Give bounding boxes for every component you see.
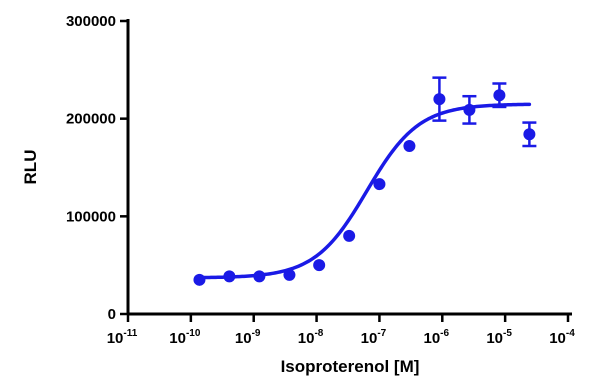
data-point — [223, 270, 236, 283]
axes — [126, 19, 572, 316]
y-tick-label: 100000 — [66, 208, 116, 225]
data-point — [313, 259, 326, 272]
x-tick-label: 10-10 — [169, 328, 201, 347]
x-tick-label: 10-11 — [107, 328, 138, 347]
x-ticks: 10-11 10-10 10-9 10-8 10-7 10-6 10-5 10-4 — [107, 314, 575, 347]
data-point — [343, 229, 356, 242]
y-tick-label: 0 — [108, 306, 116, 323]
data-point — [193, 273, 206, 286]
x-tick-label: 10-6 — [423, 328, 449, 347]
fit-layer — [197, 102, 532, 280]
data-point — [523, 128, 536, 141]
y-ticks: 0 100000 200000 300000 — [66, 13, 128, 323]
data-point — [253, 270, 266, 283]
x-axis-title: Isoproterenol [M] — [281, 357, 420, 376]
x-tick-label: 10-4 — [549, 328, 575, 347]
y-tick-label: 200000 — [66, 111, 116, 128]
y-axis-title: RLU — [21, 150, 40, 185]
points-layer — [193, 76, 537, 286]
data-point — [493, 89, 506, 102]
x-tick-label: 10-9 — [235, 328, 261, 347]
data-point — [283, 268, 296, 281]
x-tick-label: 10-8 — [298, 328, 324, 347]
data-point — [463, 103, 476, 116]
fit-curve — [197, 102, 532, 280]
x-tick-label: 10-7 — [361, 328, 387, 347]
y-tick-label: 300000 — [66, 13, 116, 30]
data-point — [403, 140, 416, 153]
x-tick-label: 10-5 — [486, 328, 512, 347]
data-point — [373, 178, 386, 191]
data-point — [433, 93, 446, 106]
